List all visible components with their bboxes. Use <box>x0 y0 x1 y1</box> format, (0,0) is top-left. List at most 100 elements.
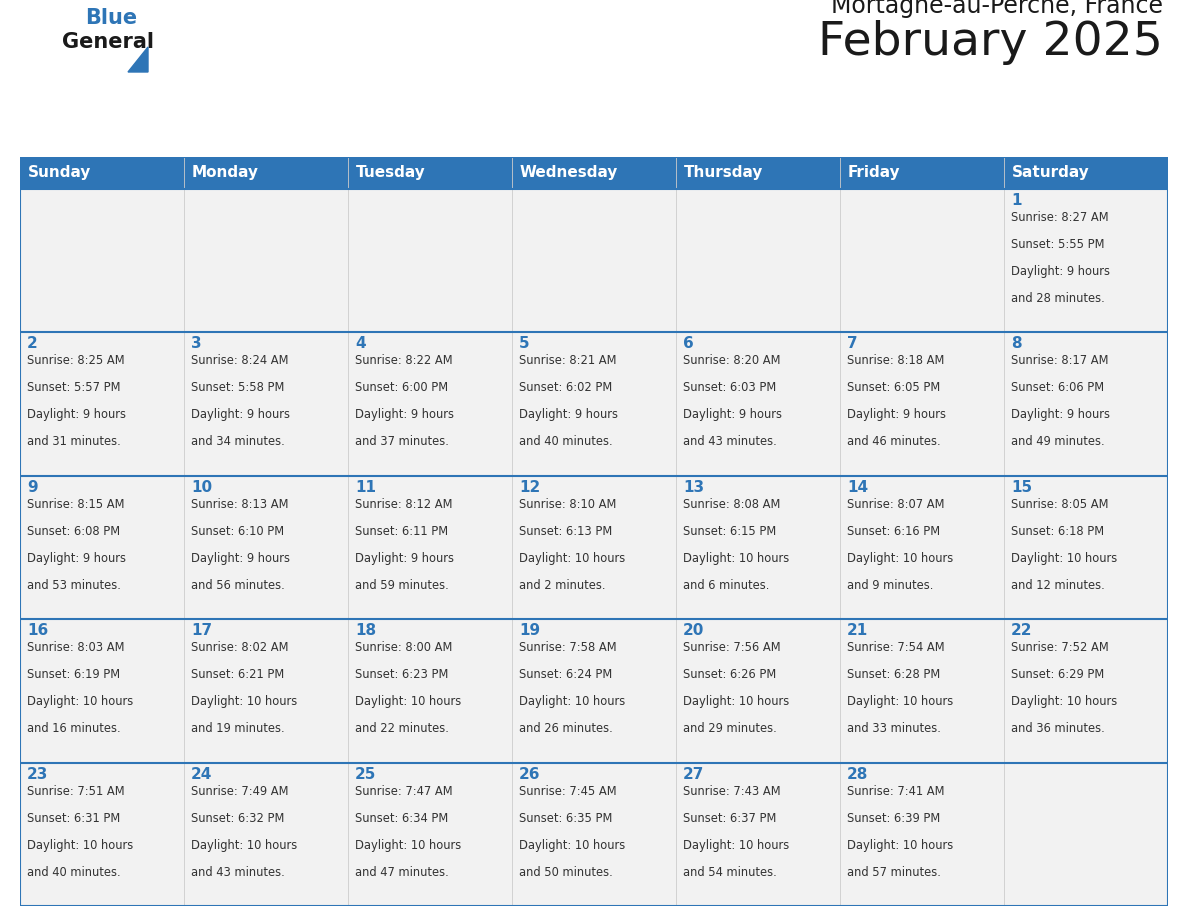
Text: and 9 minutes.: and 9 minutes. <box>847 578 934 592</box>
Text: Daylight: 9 hours: Daylight: 9 hours <box>27 409 126 421</box>
Text: Daylight: 10 hours: Daylight: 10 hours <box>191 838 297 852</box>
Text: Sunrise: 8:07 AM: Sunrise: 8:07 AM <box>847 498 944 510</box>
Text: Daylight: 9 hours: Daylight: 9 hours <box>191 552 290 565</box>
Text: 7: 7 <box>847 336 858 352</box>
FancyBboxPatch shape <box>676 332 840 476</box>
Text: Daylight: 10 hours: Daylight: 10 hours <box>683 695 789 708</box>
Text: and 34 minutes.: and 34 minutes. <box>191 435 285 448</box>
Text: and 56 minutes.: and 56 minutes. <box>191 578 285 592</box>
Text: and 43 minutes.: and 43 minutes. <box>683 435 777 448</box>
Text: Wednesday: Wednesday <box>520 165 619 181</box>
Text: Sunrise: 7:49 AM: Sunrise: 7:49 AM <box>191 785 289 798</box>
Text: and 46 minutes.: and 46 minutes. <box>847 435 941 448</box>
FancyBboxPatch shape <box>512 620 676 763</box>
Text: and 28 minutes.: and 28 minutes. <box>1011 292 1105 305</box>
FancyBboxPatch shape <box>840 332 1004 476</box>
Text: Sunset: 6:24 PM: Sunset: 6:24 PM <box>519 668 612 681</box>
Text: and 12 minutes.: and 12 minutes. <box>1011 578 1105 592</box>
Text: Daylight: 10 hours: Daylight: 10 hours <box>519 552 625 565</box>
Text: February 2025: February 2025 <box>819 20 1163 65</box>
Text: Sunrise: 8:24 AM: Sunrise: 8:24 AM <box>191 354 289 367</box>
Text: Daylight: 10 hours: Daylight: 10 hours <box>27 838 133 852</box>
FancyBboxPatch shape <box>676 189 840 332</box>
Text: and 33 minutes.: and 33 minutes. <box>847 722 941 735</box>
Text: 12: 12 <box>519 480 541 495</box>
Text: Sunset: 6:03 PM: Sunset: 6:03 PM <box>683 381 776 395</box>
Text: and 40 minutes.: and 40 minutes. <box>27 866 121 879</box>
FancyBboxPatch shape <box>348 332 512 476</box>
Text: and 57 minutes.: and 57 minutes. <box>847 866 941 879</box>
Text: Daylight: 10 hours: Daylight: 10 hours <box>519 695 625 708</box>
FancyBboxPatch shape <box>676 476 840 620</box>
Text: and 50 minutes.: and 50 minutes. <box>519 866 613 879</box>
Text: Sunset: 6:02 PM: Sunset: 6:02 PM <box>519 381 612 395</box>
Text: Sunset: 6:06 PM: Sunset: 6:06 PM <box>1011 381 1104 395</box>
FancyBboxPatch shape <box>20 763 184 906</box>
Text: Sunset: 6:00 PM: Sunset: 6:00 PM <box>355 381 448 395</box>
Text: 4: 4 <box>355 336 366 352</box>
FancyBboxPatch shape <box>348 189 512 332</box>
Text: Sunset: 6:39 PM: Sunset: 6:39 PM <box>847 812 940 824</box>
Text: Sunrise: 8:13 AM: Sunrise: 8:13 AM <box>191 498 289 510</box>
Text: Daylight: 10 hours: Daylight: 10 hours <box>847 838 953 852</box>
Text: and 36 minutes.: and 36 minutes. <box>1011 722 1105 735</box>
Text: Sunset: 6:29 PM: Sunset: 6:29 PM <box>1011 668 1105 681</box>
FancyBboxPatch shape <box>512 189 676 332</box>
Text: Saturday: Saturday <box>1012 165 1089 181</box>
Text: Daylight: 9 hours: Daylight: 9 hours <box>1011 409 1110 421</box>
Text: and 6 minutes.: and 6 minutes. <box>683 578 770 592</box>
Text: Daylight: 9 hours: Daylight: 9 hours <box>355 409 454 421</box>
Text: 6: 6 <box>683 336 694 352</box>
Text: Daylight: 10 hours: Daylight: 10 hours <box>683 552 789 565</box>
FancyBboxPatch shape <box>512 476 676 620</box>
FancyBboxPatch shape <box>184 763 348 906</box>
Text: Sunrise: 7:51 AM: Sunrise: 7:51 AM <box>27 785 125 798</box>
Text: General: General <box>62 32 154 52</box>
Text: 16: 16 <box>27 623 49 638</box>
Text: and 31 minutes.: and 31 minutes. <box>27 435 121 448</box>
Text: Tuesday: Tuesday <box>356 165 425 181</box>
FancyBboxPatch shape <box>1004 763 1168 906</box>
FancyBboxPatch shape <box>20 189 184 332</box>
Text: 25: 25 <box>355 767 377 781</box>
Text: Sunday: Sunday <box>29 165 91 181</box>
FancyBboxPatch shape <box>20 476 184 620</box>
Text: Sunset: 6:18 PM: Sunset: 6:18 PM <box>1011 525 1104 538</box>
FancyBboxPatch shape <box>1004 620 1168 763</box>
FancyBboxPatch shape <box>512 157 676 189</box>
FancyBboxPatch shape <box>184 476 348 620</box>
Text: Sunrise: 7:58 AM: Sunrise: 7:58 AM <box>519 641 617 655</box>
Text: and 43 minutes.: and 43 minutes. <box>191 866 285 879</box>
Text: Sunrise: 8:25 AM: Sunrise: 8:25 AM <box>27 354 125 367</box>
Text: and 2 minutes.: and 2 minutes. <box>519 578 606 592</box>
Text: Sunset: 6:34 PM: Sunset: 6:34 PM <box>355 812 448 824</box>
Text: Daylight: 10 hours: Daylight: 10 hours <box>27 695 133 708</box>
Text: Sunset: 5:57 PM: Sunset: 5:57 PM <box>27 381 120 395</box>
FancyBboxPatch shape <box>1004 476 1168 620</box>
FancyBboxPatch shape <box>348 763 512 906</box>
Text: Daylight: 10 hours: Daylight: 10 hours <box>519 838 625 852</box>
Text: Sunset: 6:13 PM: Sunset: 6:13 PM <box>519 525 612 538</box>
Text: 21: 21 <box>847 623 868 638</box>
Text: 1: 1 <box>1011 193 1022 208</box>
Text: 19: 19 <box>519 623 541 638</box>
Text: and 37 minutes.: and 37 minutes. <box>355 435 449 448</box>
Text: Daylight: 9 hours: Daylight: 9 hours <box>847 409 946 421</box>
Text: and 29 minutes.: and 29 minutes. <box>683 722 777 735</box>
Text: Sunset: 6:35 PM: Sunset: 6:35 PM <box>519 812 612 824</box>
Text: 10: 10 <box>191 480 213 495</box>
Text: Sunset: 6:23 PM: Sunset: 6:23 PM <box>355 668 448 681</box>
Text: 20: 20 <box>683 623 704 638</box>
FancyBboxPatch shape <box>840 620 1004 763</box>
FancyBboxPatch shape <box>1004 157 1168 189</box>
FancyBboxPatch shape <box>512 763 676 906</box>
Text: Sunrise: 8:20 AM: Sunrise: 8:20 AM <box>683 354 781 367</box>
Text: 22: 22 <box>1011 623 1032 638</box>
Text: Sunrise: 8:08 AM: Sunrise: 8:08 AM <box>683 498 781 510</box>
Text: and 26 minutes.: and 26 minutes. <box>519 722 613 735</box>
FancyBboxPatch shape <box>676 157 840 189</box>
Text: Daylight: 10 hours: Daylight: 10 hours <box>355 695 461 708</box>
Text: Sunset: 6:32 PM: Sunset: 6:32 PM <box>191 812 284 824</box>
Text: 27: 27 <box>683 767 704 781</box>
Text: and 53 minutes.: and 53 minutes. <box>27 578 121 592</box>
